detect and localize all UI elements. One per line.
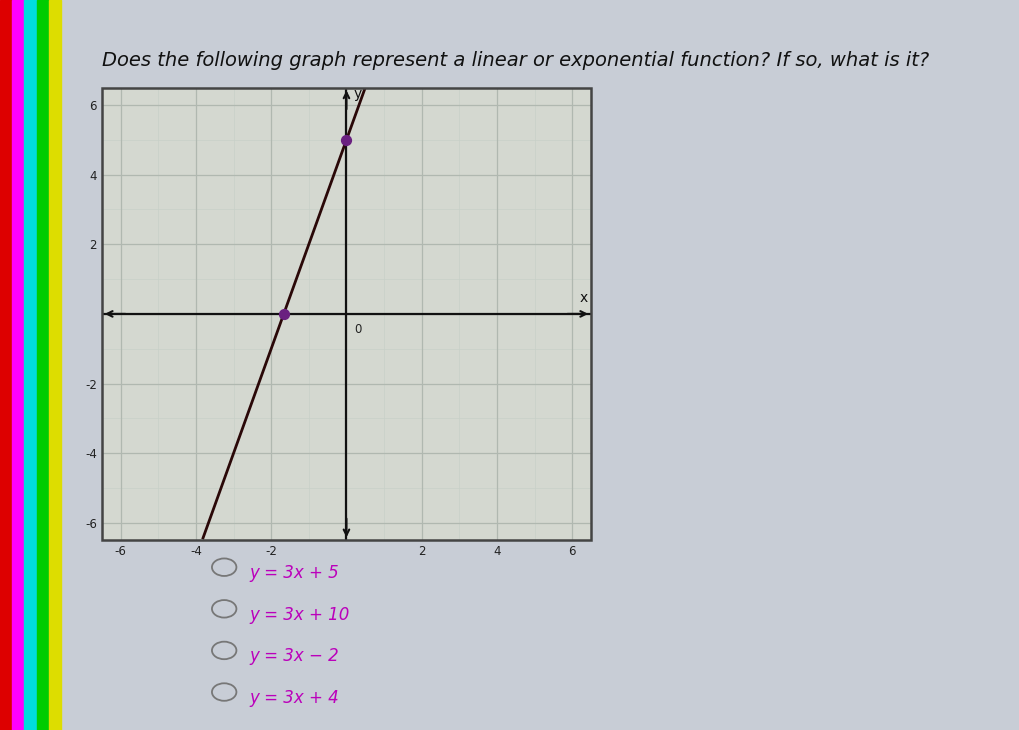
Text: y = 3x − 2: y = 3x − 2 (250, 648, 339, 665)
Text: y: y (354, 87, 362, 101)
Point (275, 308, 291, 320)
Text: x: x (580, 291, 588, 304)
Point (338, 134, 355, 146)
Text: Does the following graph represent a linear or exponential function? If so, what: Does the following graph represent a lin… (102, 51, 929, 70)
Text: 0: 0 (355, 323, 362, 336)
Text: y = 3x + 4: y = 3x + 4 (250, 689, 339, 707)
Text: y = 3x + 5: y = 3x + 5 (250, 564, 339, 582)
Text: y = 3x + 10: y = 3x + 10 (250, 606, 351, 623)
